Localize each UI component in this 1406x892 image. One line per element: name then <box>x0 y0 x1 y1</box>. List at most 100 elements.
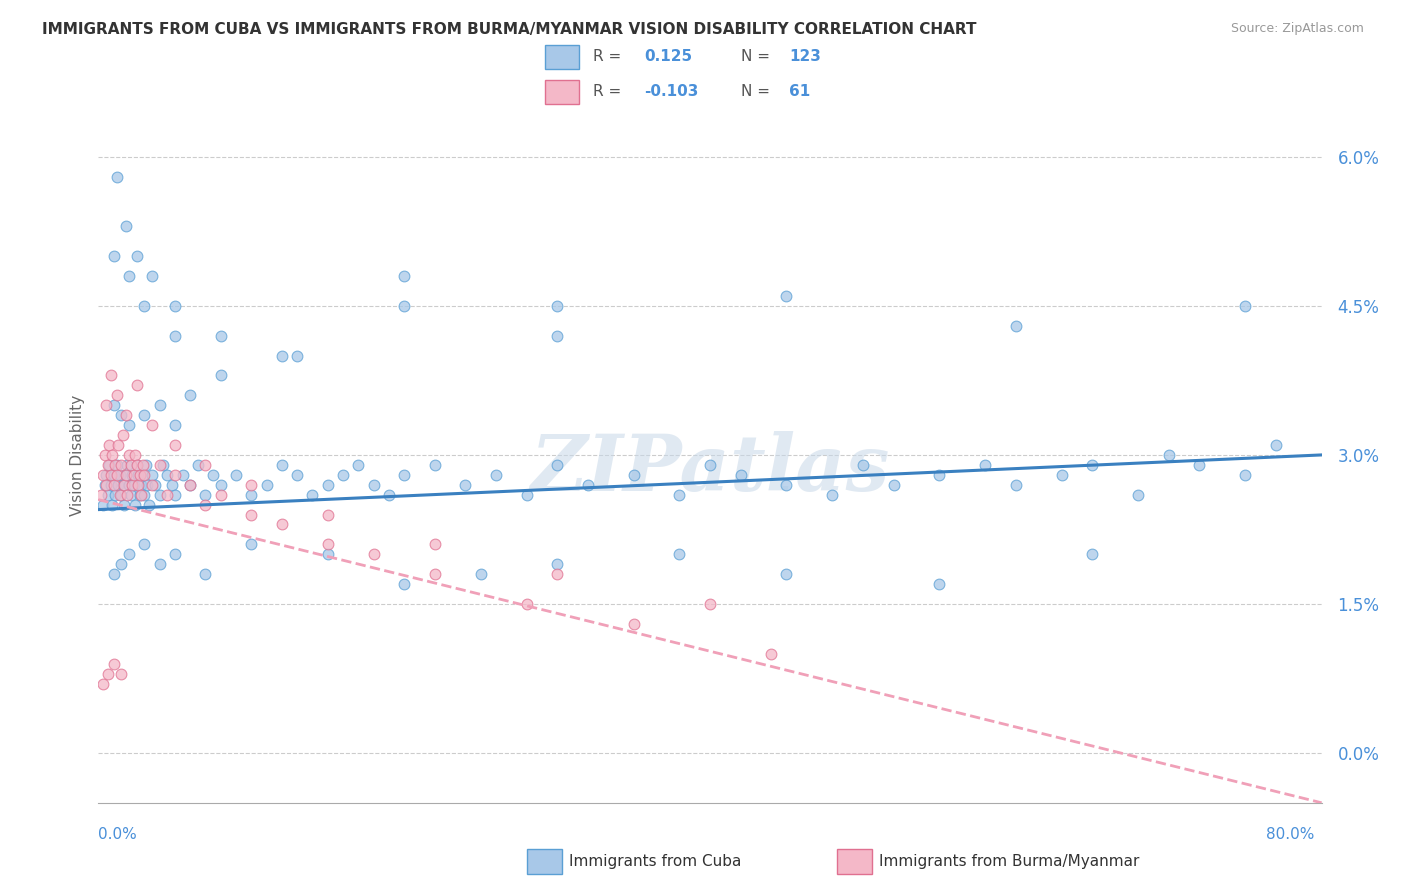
Point <box>136 477 159 491</box>
Point <box>134 467 156 482</box>
Point <box>156 467 179 482</box>
Text: Immigrants from Cuba: Immigrants from Cuba <box>569 855 742 869</box>
Text: IMMIGRANTS FROM CUBA VS IMMIGRANTS FROM BURMA/MYANMAR VISION DISABILITY CORRELAT: IMMIGRANTS FROM CUBA VS IMMIGRANTS FROM … <box>42 22 977 37</box>
Point <box>132 467 155 482</box>
Point <box>1050 467 1073 482</box>
Point <box>111 477 134 491</box>
Point <box>270 458 294 472</box>
Point <box>94 477 117 491</box>
Point <box>423 458 446 472</box>
Text: 61: 61 <box>789 84 810 99</box>
Point <box>316 508 339 522</box>
Point <box>110 488 132 502</box>
Point <box>485 467 508 482</box>
Point <box>270 349 294 363</box>
Point <box>209 488 232 502</box>
Point <box>118 268 141 283</box>
Point <box>316 477 339 491</box>
Point <box>301 488 323 502</box>
Point <box>163 467 186 482</box>
Point <box>285 467 308 482</box>
Text: -0.103: -0.103 <box>644 84 699 99</box>
Point <box>105 169 128 184</box>
Point <box>149 398 172 412</box>
Point <box>110 558 132 572</box>
Point <box>163 438 186 452</box>
Point <box>141 467 163 482</box>
Point <box>516 488 538 502</box>
Point <box>134 408 156 422</box>
Text: 80.0%: 80.0% <box>1267 827 1315 841</box>
Point <box>761 647 783 661</box>
Text: 0.125: 0.125 <box>644 49 693 64</box>
Point <box>105 458 128 472</box>
Point <box>454 477 477 491</box>
Point <box>141 477 163 491</box>
Point <box>127 477 149 491</box>
Point <box>699 458 721 472</box>
Point <box>1264 438 1286 452</box>
Point <box>128 488 150 502</box>
Point <box>91 676 114 690</box>
Point <box>110 666 132 681</box>
Point <box>194 488 217 502</box>
Point <box>347 458 370 472</box>
Point <box>546 558 568 572</box>
Point <box>118 477 141 491</box>
Point <box>156 488 179 502</box>
Point <box>120 458 142 472</box>
Point <box>122 477 145 491</box>
Point <box>316 547 339 561</box>
Point <box>172 467 194 482</box>
Point <box>138 498 160 512</box>
Point <box>194 567 217 582</box>
Point <box>1188 458 1211 472</box>
Point <box>546 299 568 313</box>
Point <box>392 268 416 283</box>
Point <box>285 349 308 363</box>
Point <box>105 388 128 402</box>
Point <box>152 458 174 472</box>
Point <box>332 467 354 482</box>
Point <box>118 448 141 462</box>
Point <box>103 467 125 482</box>
Point <box>124 498 146 512</box>
Point <box>775 477 797 491</box>
Point <box>378 488 401 502</box>
Point <box>100 467 122 482</box>
Point <box>90 488 112 502</box>
Point <box>392 299 416 313</box>
Point <box>111 428 134 442</box>
Point <box>883 477 905 491</box>
Point <box>134 299 156 313</box>
Point <box>775 289 797 303</box>
Point <box>94 398 117 412</box>
Point <box>256 477 278 491</box>
Point <box>160 477 183 491</box>
Point <box>194 498 217 512</box>
Point <box>100 368 122 383</box>
Point <box>1128 488 1150 502</box>
Point <box>128 467 150 482</box>
Point <box>149 458 172 472</box>
Point <box>94 467 117 482</box>
Text: ZIPatlas: ZIPatlas <box>530 431 890 507</box>
Point <box>546 567 568 582</box>
Point <box>103 567 125 582</box>
Text: Source: ZipAtlas.com: Source: ZipAtlas.com <box>1230 22 1364 36</box>
Point <box>928 577 950 591</box>
Point <box>103 657 125 671</box>
Point <box>240 537 263 551</box>
Point <box>730 467 752 482</box>
Point <box>668 488 690 502</box>
Text: R =: R = <box>593 84 621 99</box>
Point <box>124 448 146 462</box>
Point <box>225 467 247 482</box>
Point <box>125 249 148 263</box>
Point <box>121 477 143 491</box>
Point <box>270 517 294 532</box>
Point <box>129 488 152 502</box>
Point <box>115 467 138 482</box>
Point <box>112 477 135 491</box>
Point <box>1234 299 1257 313</box>
